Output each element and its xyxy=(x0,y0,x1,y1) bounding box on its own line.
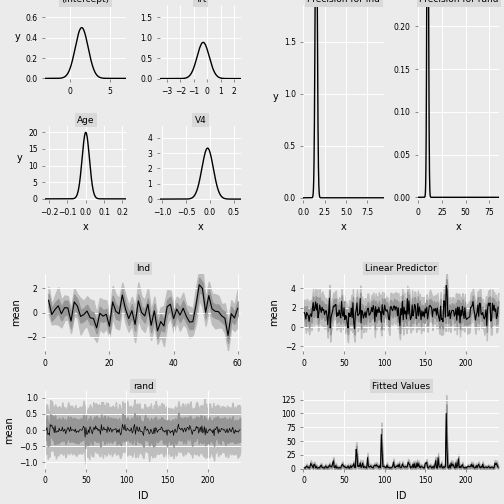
Title: Linear Predictor: Linear Predictor xyxy=(365,264,437,273)
Title: V4: V4 xyxy=(195,116,206,124)
Title: Age: Age xyxy=(77,116,95,124)
Title: (Intercept): (Intercept) xyxy=(61,0,110,4)
X-axis label: x: x xyxy=(83,222,89,232)
X-axis label: x: x xyxy=(456,222,462,232)
X-axis label: x: x xyxy=(198,222,203,232)
Y-axis label: y: y xyxy=(17,153,23,163)
Title: Precision for rand: Precision for rand xyxy=(419,0,498,4)
Y-axis label: mean: mean xyxy=(11,299,21,327)
Y-axis label: mean: mean xyxy=(4,416,14,444)
Title: Trt: Trt xyxy=(195,0,206,4)
Title: Precision for Ind: Precision for Ind xyxy=(307,0,381,4)
Y-axis label: mean: mean xyxy=(269,299,279,327)
X-axis label: x: x xyxy=(341,222,347,232)
Y-axis label: y: y xyxy=(15,32,20,42)
Title: rand: rand xyxy=(133,382,154,391)
X-axis label: ID: ID xyxy=(138,491,148,501)
Title: Fitted Values: Fitted Values xyxy=(372,382,430,391)
Y-axis label: y: y xyxy=(273,92,278,102)
Title: Ind: Ind xyxy=(136,264,150,273)
X-axis label: ID: ID xyxy=(396,491,406,501)
